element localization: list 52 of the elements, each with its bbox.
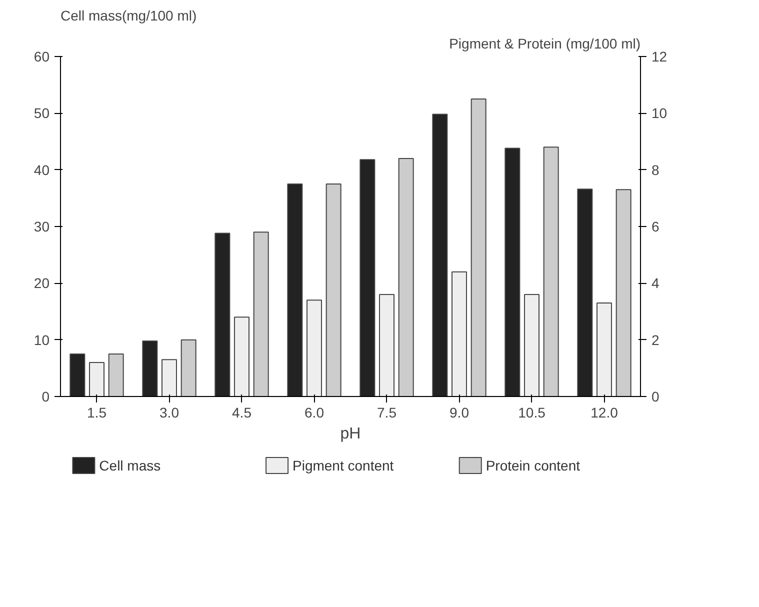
bar [379,294,394,396]
bar [253,232,269,396]
y-tick-label: 60 [34,48,50,64]
bar [596,302,612,396]
bar [306,300,322,396]
x-tick-label: 3.0 [160,404,180,420]
x-tick-label: 9.0 [450,404,470,420]
bar [180,339,196,396]
y-tick-label: 30 [34,218,50,234]
bar [162,359,177,396]
y-axis-title: Cell mass(mg/100 ml) [60,8,197,24]
bar [214,232,230,396]
legend-label: Protein content [486,458,580,474]
bar [543,146,559,396]
bar [326,184,342,396]
y-tick-label: 20 [34,275,50,292]
bar [360,159,376,396]
y2-tick-label: 2 [652,332,660,348]
x-tick-label: 4.5 [232,404,252,420]
y-tick-label: 10 [34,332,50,348]
legend-label: Pigment content [292,458,394,474]
bar [234,316,250,396]
x-tick-label: 1.5 [87,404,107,420]
bar [524,294,540,396]
x-axis-title: pH [340,426,361,442]
y2-tick-label: 0 [652,388,660,404]
y2-tick-label: 4 [652,275,660,292]
x-tick-label: 10.5 [518,404,546,420]
bar [398,158,414,396]
bar [89,362,104,396]
bar [504,148,520,396]
bar [577,188,593,396]
bar [287,184,303,396]
bar [616,189,632,396]
y-tick-label: 0 [42,388,50,404]
bar [108,354,124,396]
y2-tick-label: 10 [652,105,668,122]
x-tick-label: 6.0 [304,404,324,420]
legend-label: Cell mass [99,458,161,474]
x-tick-label: 7.5 [377,404,397,420]
bar [70,354,86,396]
bar [142,340,158,396]
bar [470,98,486,396]
y2-axis-title: Pigment & Protein (mg/100 ml) [449,36,640,52]
y2-tick-label: 12 [652,48,668,64]
y-tick-label: 50 [34,105,50,122]
x-tick-label: 12.0 [590,404,618,420]
y2-tick-label: 8 [652,162,660,178]
y-tick-label: 40 [34,162,50,178]
bar [432,114,448,396]
y2-tick-label: 6 [652,218,660,234]
bar [452,271,467,396]
